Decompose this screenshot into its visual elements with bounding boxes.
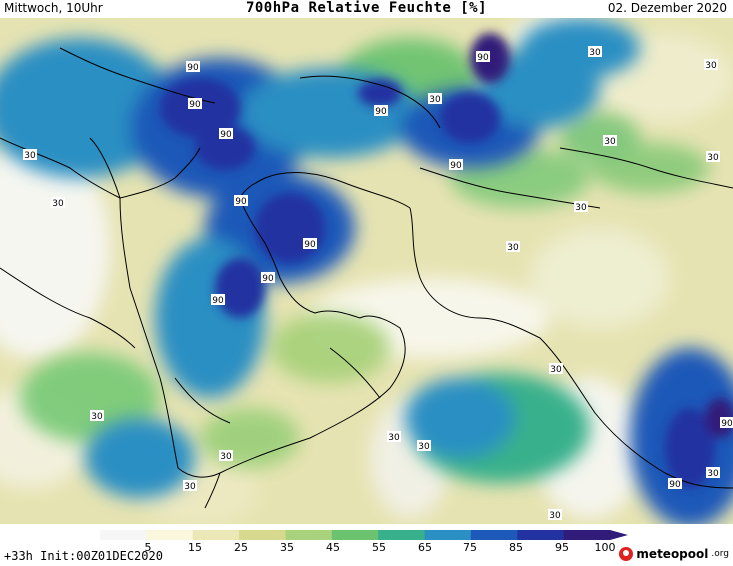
colorbar-tick: 25 [234,541,248,554]
contour-label: 90 [374,105,388,117]
contour-label: 30 [387,431,401,443]
contour-labels: 90 90 90 90 90 90 90 90 90 90 90 90 30 3… [23,46,733,521]
colorbar-segment [424,530,472,540]
brand-suffix: .org [711,549,729,559]
colorbar-segment [146,530,194,540]
valid-date-label: 02. Dezember 2020 [607,1,727,15]
svg-text:90: 90 [212,296,224,306]
colorbar-tick: 95 [555,541,569,554]
colorbar-segment [378,530,426,540]
contour-label: 30 [51,197,65,209]
contour-label: 90 [303,238,317,250]
colorbar-overflow-arrow [610,530,628,540]
svg-text:90: 90 [262,274,274,284]
svg-text:30: 30 [575,203,587,213]
contour-label: 90 [449,159,463,171]
svg-text:30: 30 [705,61,717,71]
svg-text:30: 30 [707,469,719,479]
colorbar-tick: 55 [372,541,386,554]
svg-text:30: 30 [604,137,616,147]
svg-text:30: 30 [388,433,400,443]
contour-label: 90 [211,294,225,306]
colorbar-segment [100,530,147,540]
forecast-run-label: +33h Init:00Z01DEC2020 [4,549,163,563]
contour-label: 30 [428,93,442,105]
brand-name: meteopool [636,547,709,561]
svg-text:90: 90 [235,197,247,207]
colorbar-segment [331,530,379,540]
svg-text:30: 30 [220,452,232,462]
valid-day-label: Mittwoch, 10Uhr [4,1,103,15]
svg-text:30: 30 [429,95,441,105]
svg-text:90: 90 [304,240,316,250]
contour-label: 30 [219,450,233,462]
svg-text:90: 90 [189,100,201,110]
saturated-areas [160,33,733,488]
contour-label: 30 [704,59,718,71]
colorbar-tick: 75 [463,541,477,554]
contour-label: 30 [183,480,197,492]
contour-label: 30 [548,509,562,521]
colorbar-segment [470,530,518,540]
colorbar-segment [563,530,611,540]
svg-text:30: 30 [549,511,561,521]
moist-areas [0,18,733,524]
svg-text:90: 90 [477,53,489,63]
contour-label: 30 [588,46,602,58]
humidity-colorbar [100,530,628,540]
colorbar-segment [192,530,240,540]
contour-label: 30 [90,410,104,422]
map-title: 700hPa Relative Feuchte [%] [245,0,488,16]
contour-label: 90 [476,51,490,63]
svg-text:30: 30 [418,442,430,452]
contour-label: 90 [234,195,248,207]
svg-text:90: 90 [220,130,232,140]
contour-label: 30 [417,440,431,452]
contour-label: 90 [261,272,275,284]
colorbar-tick: 35 [280,541,294,554]
meteopool-logo-icon [619,547,634,561]
colorbar-tick: 65 [418,541,432,554]
contour-label: 30 [603,135,617,147]
humidity-map: 90 90 90 90 90 90 90 90 90 90 90 90 30 3… [0,18,733,524]
svg-text:90: 90 [669,480,681,490]
contour-label: 30 [706,151,720,163]
colorbar-segment [239,530,286,540]
contour-label: 30 [506,241,520,253]
contour-label: 30 [706,467,720,479]
colorbar-tick: 100 [594,541,616,554]
svg-text:30: 30 [589,48,601,58]
svg-text:90: 90 [375,107,387,117]
contour-label: 30 [574,201,588,213]
contour-label: 90 [720,417,733,429]
svg-text:30: 30 [24,151,36,161]
svg-text:30: 30 [550,365,562,375]
colorbar-tick: 85 [509,541,523,554]
svg-text:90: 90 [187,63,199,73]
colorbar-segment [517,530,565,540]
brand-logo[interactable]: meteopool .org [619,547,729,561]
svg-text:30: 30 [184,482,196,492]
contour-label: 90 [188,98,202,110]
svg-text:30: 30 [507,243,519,253]
contour-label: 90 [219,128,233,140]
svg-text:90: 90 [450,161,462,171]
colorbar-segment [285,530,333,540]
colorbar-tick: 45 [326,541,340,554]
colorbar-tick: 5 [144,541,152,554]
colorbar-tick: 15 [188,541,202,554]
svg-text:90: 90 [721,419,733,429]
contour-label: 30 [23,149,37,161]
svg-text:30: 30 [707,153,719,163]
contour-label: 90 [668,478,682,490]
contour-label: 30 [549,363,563,375]
contour-label: 90 [186,61,200,73]
svg-text:30: 30 [52,199,64,209]
svg-text:30: 30 [91,412,103,422]
